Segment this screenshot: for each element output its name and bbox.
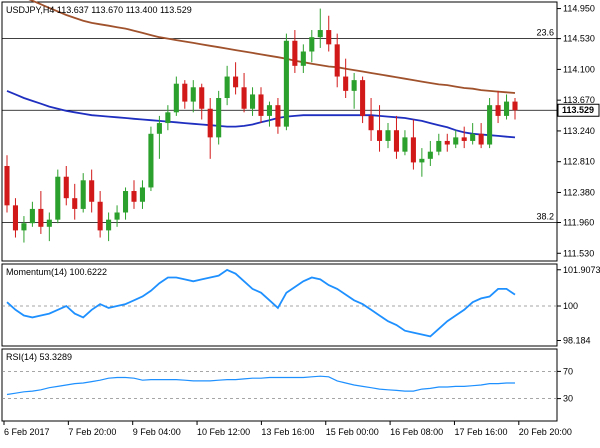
x-axis-tick-label: 15 Feb 00:00 — [326, 427, 379, 437]
candle-body[interactable] — [216, 98, 222, 138]
candle-body[interactable] — [402, 137, 408, 152]
candle-body[interactable] — [122, 191, 129, 213]
current-price-box — [557, 103, 600, 117]
candle-body[interactable] — [487, 105, 493, 145]
x-axis-tick-label: 9 Feb 04:00 — [133, 427, 181, 437]
candle-body[interactable] — [173, 83, 179, 113]
fib-level-label: 23.6 — [536, 28, 554, 38]
candle-body[interactable] — [29, 208, 35, 224]
rsi-y-tick-label: 30 — [563, 394, 573, 404]
candle-body[interactable] — [427, 151, 433, 159]
momentum-y-tick-label: 101.9073 — [563, 265, 600, 275]
rsi-header: RSI(14) 53.3289 — [6, 352, 72, 362]
candle-body[interactable] — [106, 219, 112, 231]
candle-body[interactable] — [503, 101, 510, 116]
candle-body[interactable] — [436, 140, 442, 152]
moving-average-brown-line — [28, 0, 516, 94]
candle-body[interactable] — [495, 105, 501, 116]
y-axis-tick-label: 111.530 — [563, 248, 594, 258]
candle-body[interactable] — [72, 198, 78, 209]
x-axis-tick-label: 20 Feb 20:00 — [519, 427, 572, 437]
y-axis-tick-label: 112.380 — [563, 187, 595, 197]
candle-body[interactable] — [410, 137, 416, 163]
x-axis-tick-label: 13 Feb 16:00 — [261, 427, 314, 437]
candle-body[interactable] — [156, 123, 162, 134]
current-price-label: 113.529 — [562, 105, 594, 115]
candle-body[interactable] — [182, 83, 188, 102]
candle-body[interactable] — [317, 30, 323, 38]
candle-body[interactable] — [21, 223, 27, 231]
momentum-line — [6, 268, 516, 338]
y-axis-tick-label: 114.950 — [563, 4, 595, 14]
candle-body[interactable] — [139, 187, 146, 202]
candle-body[interactable] — [63, 176, 69, 199]
candle-body[interactable] — [461, 137, 467, 141]
candle-body[interactable] — [275, 105, 281, 127]
candle-body[interactable] — [199, 87, 205, 109]
candle-body[interactable] — [80, 180, 86, 209]
candle-body[interactable] — [89, 180, 95, 202]
rsi-panel[interactable] — [1, 348, 558, 422]
candle-body[interactable] — [300, 51, 306, 66]
candle-body[interactable] — [241, 87, 247, 109]
x-axis-tick-label: 17 Feb 16:00 — [454, 427, 507, 437]
y-axis-tick-label: 114.100 — [563, 64, 595, 74]
candle-body[interactable] — [393, 130, 400, 152]
y-axis-tick-label: 112.810 — [563, 157, 595, 167]
rsi-line — [6, 375, 515, 396]
x-axis-tick-label: 7 Feb 20:00 — [68, 427, 116, 437]
rsi-y-tick-label: 70 — [563, 366, 573, 376]
main-chart-header: USDJPY,H4 113.637 113.670 113.400 113.52… — [6, 5, 192, 15]
candle-body[interactable] — [360, 80, 366, 116]
candle-body[interactable] — [292, 40, 298, 66]
y-axis-tick-label: 114.530 — [563, 34, 595, 44]
candle-body[interactable] — [266, 105, 273, 116]
candle-body[interactable] — [478, 133, 484, 145]
momentum-header: Momentum(14) 100.6222 — [6, 267, 107, 277]
candle-body[interactable] — [419, 158, 425, 163]
y-axis-tick-label: 111.960 — [563, 218, 594, 228]
candle-body[interactable] — [385, 130, 391, 141]
candle-body[interactable] — [343, 76, 349, 91]
candle-body[interactable] — [46, 219, 52, 227]
candle-body[interactable] — [249, 94, 256, 109]
candle-body[interactable] — [283, 40, 289, 127]
x-axis-tick-label: 6 Feb 2017 — [4, 427, 50, 437]
candle-body[interactable] — [12, 205, 19, 231]
y-axis-tick-label: 113.240 — [563, 126, 595, 136]
x-axis-tick-label: 10 Feb 12:00 — [197, 427, 250, 437]
momentum-y-tick-label: 98.184 — [563, 336, 591, 346]
candle-body[interactable] — [470, 133, 476, 141]
candle-body[interactable] — [114, 212, 120, 220]
candle-body[interactable] — [326, 30, 332, 45]
candle-body[interactable] — [148, 133, 154, 188]
candle-body[interactable] — [512, 101, 518, 111]
momentum-y-tick-label: 100 — [563, 301, 578, 311]
candle-body[interactable] — [334, 44, 340, 77]
candle-body[interactable] — [368, 115, 374, 131]
candle-body[interactable] — [165, 112, 171, 124]
x-axis-tick-label: 16 Feb 08:00 — [390, 427, 443, 437]
candle-body[interactable] — [131, 191, 137, 202]
candle-body[interactable] — [97, 201, 103, 231]
candle-body[interactable] — [444, 140, 450, 145]
candle-body[interactable] — [258, 94, 264, 116]
candle-body[interactable] — [309, 37, 315, 52]
fib-level-label: 38.2 — [536, 212, 554, 222]
candle-body[interactable] — [224, 76, 230, 99]
candle-body[interactable] — [351, 80, 357, 91]
candle-body[interactable] — [55, 176, 61, 220]
candle-body[interactable] — [190, 87, 196, 102]
candle-body[interactable] — [376, 130, 383, 141]
candle-body[interactable] — [453, 137, 459, 145]
candle-body[interactable] — [207, 108, 213, 138]
candle-body[interactable] — [38, 208, 44, 227]
y-axis-tick-label: 113.670 — [563, 95, 595, 105]
candle-body[interactable] — [4, 165, 10, 206]
candle-body[interactable] — [233, 76, 239, 88]
